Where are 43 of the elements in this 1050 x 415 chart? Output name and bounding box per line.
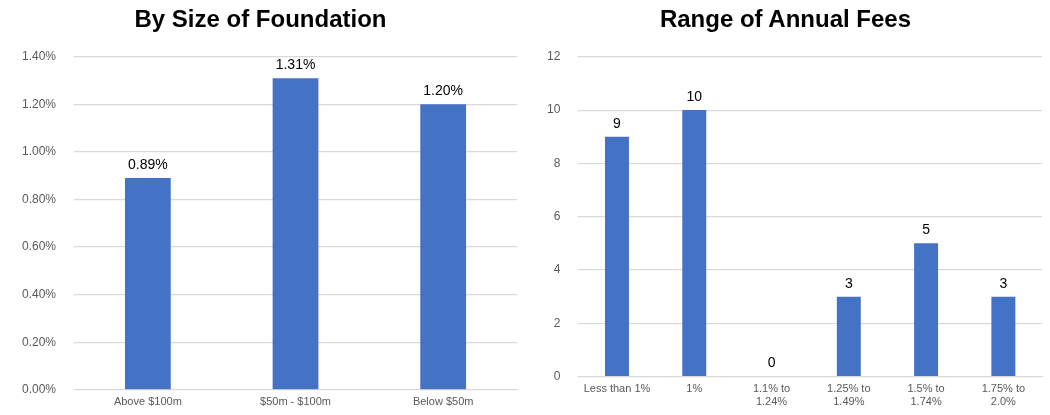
data-label: 3 xyxy=(844,274,853,291)
y-tick-label: 1.00% xyxy=(21,144,57,159)
y-tick-label: 4 xyxy=(553,262,561,277)
y-tick-label: 0.20% xyxy=(21,334,57,349)
bar xyxy=(124,178,171,390)
data-label: 3 xyxy=(999,274,1008,291)
y-tick-label: 6 xyxy=(553,209,561,224)
y-tick-label: 1.20% xyxy=(21,96,57,111)
x-tick-label: Less than 1% xyxy=(583,382,651,395)
y-tick-label: 10 xyxy=(546,102,561,117)
data-label: 0.89% xyxy=(128,155,168,172)
bar xyxy=(420,104,467,390)
bar xyxy=(914,243,939,376)
x-tick-label: 1.5% to 1.74% xyxy=(907,382,945,408)
y-tick-label: 8 xyxy=(553,155,561,170)
x-tick-label: $50m - $100m xyxy=(260,395,331,408)
data-label: 1.20% xyxy=(423,82,464,99)
y-tick-label: 0.60% xyxy=(21,239,57,254)
bar xyxy=(272,78,319,390)
data-label: 10 xyxy=(686,87,703,104)
y-tick-label: 0.00% xyxy=(21,382,57,397)
data-label: 0 xyxy=(767,354,776,371)
y-tick-label: 12 xyxy=(546,49,561,64)
x-tick-label: 1.25% to 1.49% xyxy=(827,382,871,408)
x-tick-label: Below $50m xyxy=(412,395,474,408)
bar xyxy=(836,296,861,376)
data-label: 5 xyxy=(922,221,931,238)
data-label: 9 xyxy=(613,114,622,131)
y-tick-label: 0.80% xyxy=(21,191,57,206)
bar xyxy=(605,136,629,376)
bar xyxy=(991,296,1016,376)
chart-title: Range of Annual Fees xyxy=(659,5,912,33)
y-tick-label: 1.40% xyxy=(21,49,57,64)
x-tick-label: 1.75% to 2.0% xyxy=(981,382,1026,408)
x-tick-label: Above $100m xyxy=(113,395,182,408)
y-tick-label: 0.40% xyxy=(21,286,57,301)
bar xyxy=(682,110,707,376)
y-tick-label: 2 xyxy=(553,315,561,330)
data-label: 1.31% xyxy=(275,56,316,73)
x-tick-label: 1.1% to 1.24% xyxy=(752,382,791,408)
y-tick-label: 0 xyxy=(553,368,561,383)
x-tick-label: 1% xyxy=(686,382,703,395)
chart-title: By Size of Foundation xyxy=(134,5,387,33)
